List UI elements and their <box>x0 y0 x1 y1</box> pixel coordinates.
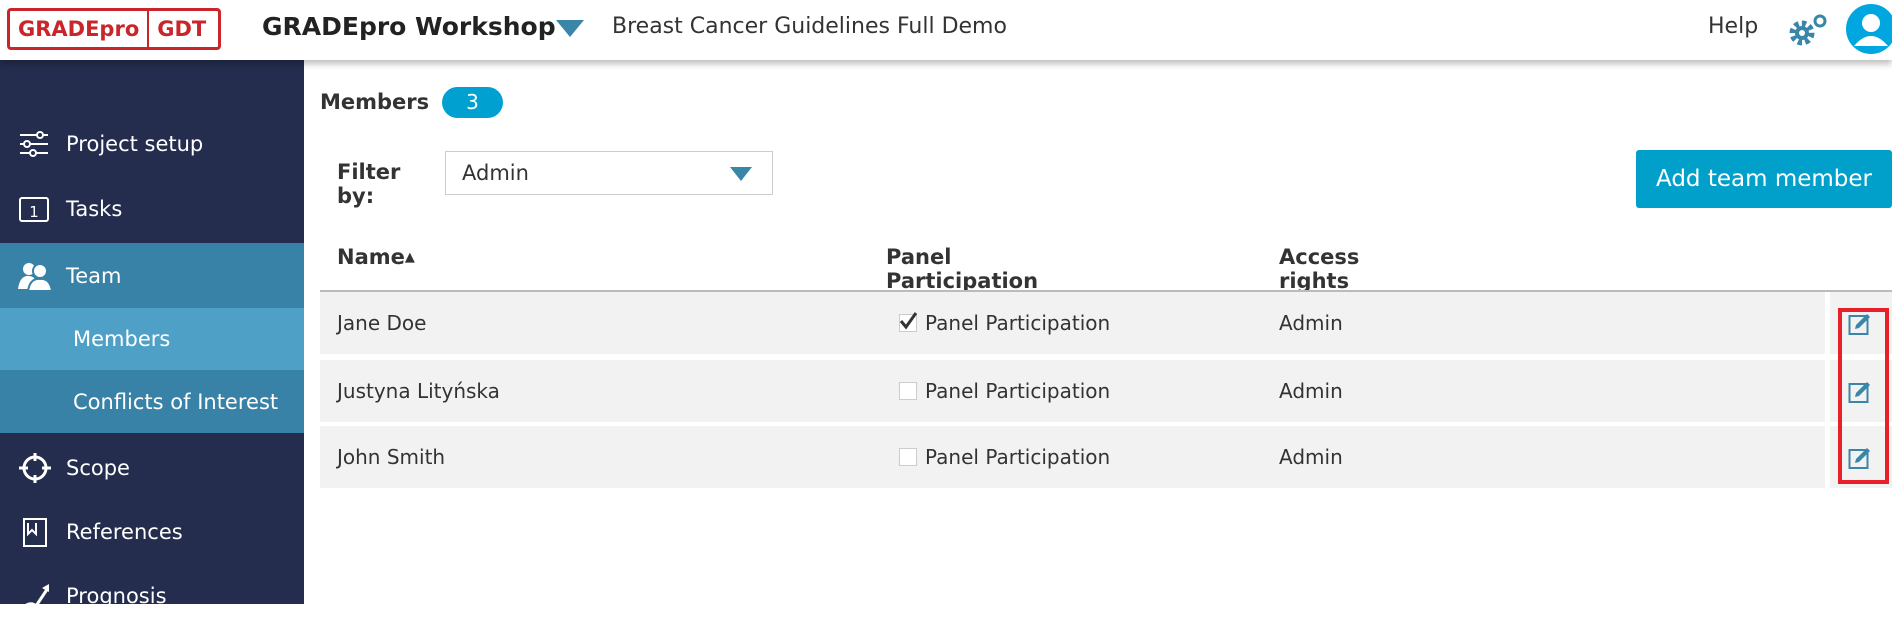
user-avatar-icon[interactable] <box>1846 4 1892 54</box>
logo-text-gdt: GDT <box>147 11 214 47</box>
panel-participation-checkbox[interactable] <box>899 382 917 400</box>
trend-icon <box>18 584 50 612</box>
table-row: Justyna Lityńska Panel Participation Adm… <box>320 360 1825 422</box>
sidebar-item-label: Team <box>66 263 122 288</box>
sidebar-item-references[interactable]: References <box>0 504 304 560</box>
crosshair-icon <box>19 453 51 483</box>
highlight-box <box>1838 308 1889 484</box>
calendar-icon: 1 <box>19 197 49 222</box>
page-title: Members <box>320 90 430 114</box>
filter-label: Filter by: <box>337 160 401 208</box>
edit-icon[interactable] <box>1848 446 1872 470</box>
sidebar: Project setup 1 Tasks Team Members Confl… <box>0 60 304 612</box>
sidebar-item-label: References <box>66 520 183 544</box>
sidebar-item-scope[interactable]: Scope <box>0 440 304 496</box>
column-header-name[interactable]: Name▲ <box>337 245 415 269</box>
column-header-panel: Panel Participation <box>886 245 1038 324</box>
sidebar-item-prognosis[interactable]: Prognosis <box>0 568 304 624</box>
logo-text: GRADEpro <box>18 17 140 41</box>
edit-icon[interactable] <box>1848 312 1872 336</box>
edit-icon[interactable] <box>1848 380 1872 404</box>
table-row: Jane Doe Panel Participation Admin <box>320 292 1825 354</box>
sliders-icon <box>20 131 48 157</box>
column-label: Panel Participation <box>886 245 1039 293</box>
caret-down-icon[interactable] <box>556 20 584 37</box>
add-team-member-button[interactable]: Add team member <box>1636 150 1892 208</box>
filter-select[interactable]: Admin <box>445 151 773 195</box>
panel-participation-checkbox[interactable] <box>899 448 917 466</box>
project-name[interactable]: Breast Cancer Guidelines Full Demo <box>612 14 1007 39</box>
sidebar-item-label: Tasks <box>66 197 123 221</box>
sidebar-item-conflicts-of-interest[interactable]: Conflicts of Interest <box>0 370 304 433</box>
app-title: GRADEpro Workshop <box>262 12 556 41</box>
table-row: John Smith Panel Participation Admin <box>320 426 1825 488</box>
sidebar-item-label: Project setup <box>66 132 204 156</box>
access-rights: Admin <box>1279 311 1343 335</box>
sidebar-item-label: Prognosis <box>66 584 167 608</box>
sidebar-item-label: Scope <box>66 456 130 480</box>
panel-participation-checkbox[interactable] <box>899 312 917 332</box>
sidebar-item-label: Members <box>73 327 171 351</box>
help-link[interactable]: Help <box>1708 14 1759 39</box>
column-label: Name <box>337 245 405 269</box>
access-rights: Admin <box>1279 445 1343 469</box>
access-rights: Admin <box>1279 379 1343 403</box>
panel-participation-label: Panel Participation <box>925 379 1111 403</box>
gear-icon[interactable] <box>1784 12 1832 48</box>
svg-text:1: 1 <box>29 203 39 221</box>
caret-down-icon <box>730 167 752 181</box>
gradepro-logo[interactable]: GRADEpro GDT <box>7 8 221 50</box>
sidebar-item-label: Conflicts of Interest <box>73 389 279 414</box>
sidebar-item-team[interactable]: Team <box>0 243 304 308</box>
column-header-access: Access rights <box>1279 245 1360 293</box>
panel-participation-label: Panel Participation <box>925 445 1111 469</box>
top-bar: GRADEpro GDT GRADEpro Workshop Breast Can… <box>0 0 1892 60</box>
sidebar-item-tasks[interactable]: 1 Tasks <box>0 180 304 238</box>
check-icon <box>899 312 917 330</box>
bookmark-icon <box>23 518 47 547</box>
member-name: Justyna Lityńska <box>337 379 500 403</box>
member-name: Jane Doe <box>337 311 427 335</box>
filter-value: Admin <box>462 161 529 185</box>
panel-participation-label: Panel Participation <box>925 311 1111 335</box>
sidebar-item-members[interactable]: Members <box>0 308 304 370</box>
users-icon <box>18 262 52 291</box>
member-count-badge: 3 <box>442 87 503 118</box>
sidebar-item-project-setup[interactable]: Project setup <box>0 116 304 172</box>
sort-asc-icon: ▲ <box>404 250 415 265</box>
table-header-divider <box>320 290 1892 292</box>
member-name: John Smith <box>337 445 446 469</box>
